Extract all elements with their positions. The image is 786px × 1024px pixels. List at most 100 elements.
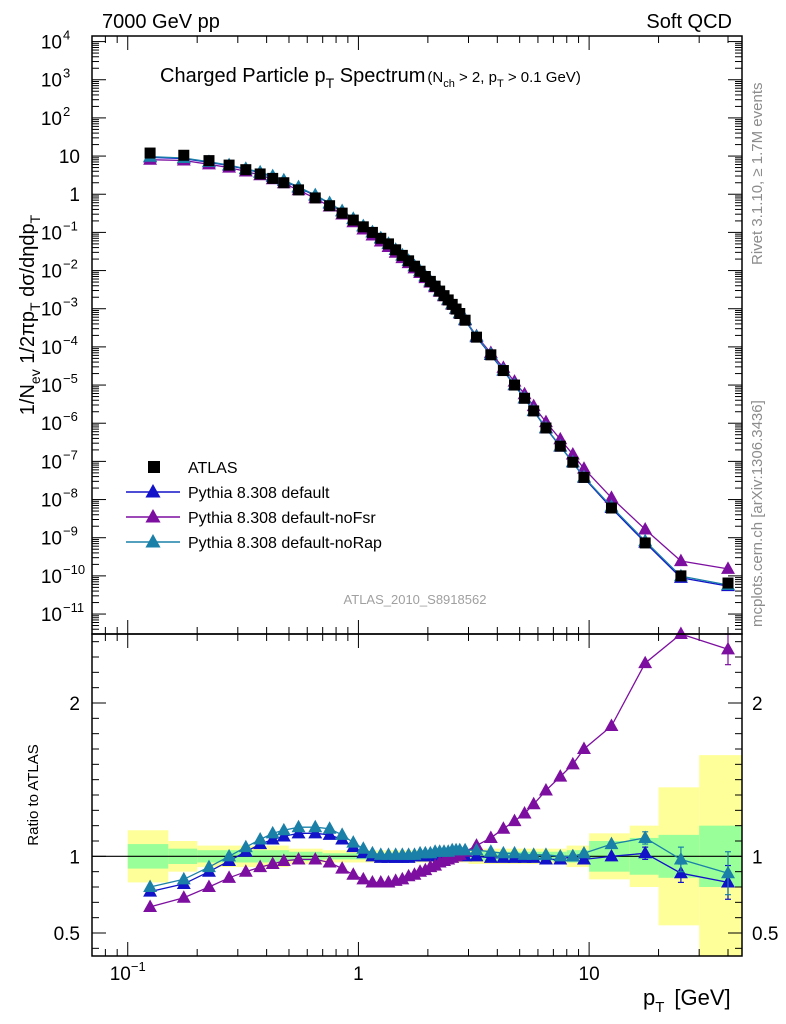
chart-title: Charged Particle pT Spectrum (Nch > 2, pT… [160,65,581,91]
ratio-point [673,626,688,640]
ratio-point [222,848,237,862]
ratio-point [721,865,735,879]
ratio-point [458,842,473,856]
atlas-point [471,331,483,343]
ratio-point [291,819,306,833]
atlas-point [390,244,402,256]
ratio-point [577,845,591,859]
ratio-tick-label-right-0: 2 [752,694,763,715]
ratio-tick-label-left-1: 1 [69,847,80,868]
ratio-point [202,879,216,893]
analysis-id: ATLAS_2010_S8918562 [344,592,487,607]
atlas-point [366,226,378,238]
atlas-point [375,232,387,244]
ratio-point [276,822,291,836]
ratio-point [577,741,591,755]
atlas-point [408,260,420,272]
ratio-point [604,848,619,862]
atlas-point [144,147,156,159]
y-tick-label-11: 10−7 [41,447,78,473]
main-point [721,561,735,574]
x-tick-label-1: 1 [353,964,364,985]
legend-marker [145,483,161,498]
ratio-point [507,845,522,859]
ratio-point [176,871,191,885]
y-tick-label-8: 10−4 [41,333,78,359]
ratio-point [346,867,361,880]
atlas-point [540,422,552,434]
ratio-point [176,890,191,903]
main-point [577,461,591,474]
ratio-point [483,830,498,843]
ratio-point [517,805,532,819]
ratio-point [507,813,522,827]
ratio-point [335,861,350,874]
legend-marker [145,508,161,523]
ratio-point [238,839,253,853]
atlas-point [722,577,734,589]
atlas-point [528,405,540,417]
ratio-tick-label-left-0: 2 [69,694,80,715]
ratio-point [538,847,553,860]
ratio-point [322,821,337,834]
main-y-axis-label: 1/Nev 1/2πpT dσ/dηdpT [17,214,43,415]
ratio-point [365,845,380,859]
atlas-point [485,349,497,361]
ratio-point [308,851,323,865]
ratio-point [253,832,268,845]
atlas-point [240,164,252,176]
y-tick-label-14: 10−10 [41,562,85,588]
ratio-tick-label-left-2: 0.5 [54,924,80,945]
header-right: Soft QCD [646,11,732,33]
ratio-point [265,856,280,870]
atlas-point [178,149,190,161]
legend-label: ATLAS [188,460,238,477]
ratio-point [253,859,268,873]
y-tick-label-6: 10−2 [41,257,78,283]
ratio-point [143,899,158,912]
atlas-point [454,307,466,319]
ratio-point [483,844,498,857]
y-tick-label-15: 10−11 [41,600,84,626]
header-left: 7000 GeV pp [102,11,220,33]
ratio-point [517,847,532,860]
y-tick-label-3: 10 [59,147,80,168]
ratio-point [222,870,237,883]
atlas-point [293,184,305,196]
atlas-point [396,249,408,261]
atlas-point [267,172,279,184]
ratio-point [526,847,541,860]
ratio-point [553,769,568,782]
ratio-point [346,835,361,848]
ratio-point [143,879,158,893]
ratio-point [496,821,511,834]
main-point [638,521,653,535]
y-sub-ev: ev [27,369,43,384]
side-label-mcplots: mcplots.cern.ch [arXiv:1306.3436] [749,400,766,627]
legend: ATLAS Pythia 8.308 default Pythia 8.308 de… [126,460,382,552]
main-point [604,490,619,503]
ratio-point [291,851,306,865]
atlas-data [144,147,734,589]
y-tick-label-13: 10−9 [41,524,78,550]
atlas-point [324,200,336,212]
ratio-tick-label-right-1: 1 [752,847,763,868]
atlas-point [509,379,521,391]
axis-ticks: 10−1 1 1010410310210110−110−210−310−410−51… [41,28,779,985]
atlas-point [554,440,566,452]
legend-label: Pythia 8.308 default [188,485,330,502]
ratio-point [356,841,371,854]
main-point [565,447,580,460]
ratio-point [322,855,337,868]
atlas-point [605,502,617,514]
atlas-point [639,537,651,549]
legend-entry-1: Pythia 8.308 default [126,483,330,502]
ratio-series-2 [143,819,735,896]
ratio-tick-label-right-2: 0.5 [752,924,778,945]
atlas-point [309,192,321,204]
legend-label: Pythia 8.308 default-noFsr [188,510,376,527]
y-tick-label-12: 10−8 [41,486,78,512]
data-series [143,147,735,912]
ratio-point [308,819,323,833]
